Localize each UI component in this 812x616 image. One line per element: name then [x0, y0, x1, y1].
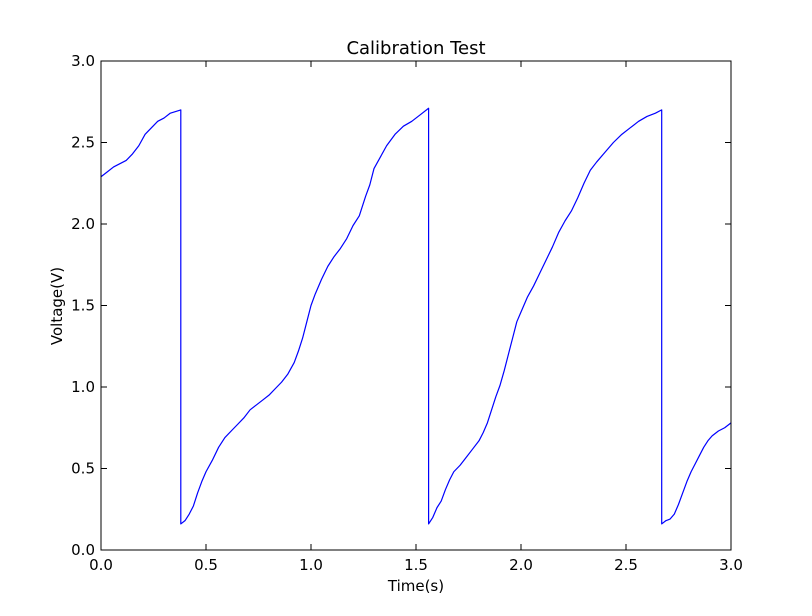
x-tick-label: 3.0	[719, 556, 743, 574]
plot-area-frame	[100, 60, 732, 551]
y-tick-label: 0.5	[71, 460, 95, 478]
series-line	[100, 107, 732, 525]
y-tick-label: 0.0	[71, 541, 95, 559]
x-tick-label: 0.0	[89, 556, 113, 574]
x-tick-label: 2.0	[509, 556, 533, 574]
x-tick-label: 1.5	[404, 556, 428, 574]
y-axis-label: Voltage(V)	[48, 267, 66, 345]
y-tick-label: 1.5	[71, 297, 95, 315]
axis-ticks: 0.0 0.5 1.0 1.5 2.0 2.5 3.0 0.0 0.5 1.0 1.5 2.0 2.5 3…	[71, 52, 743, 574]
y-tick-label: 2.5	[71, 134, 95, 152]
x-tick-label: 2.5	[614, 556, 638, 574]
x-tick-label: 0.5	[194, 556, 218, 574]
chart-title: Calibration Test	[346, 38, 485, 59]
y-tick-label: 1.0	[71, 378, 95, 396]
x-axis-label: Time(s)	[387, 577, 444, 595]
y-tick-label: 2.0	[71, 215, 95, 233]
y-tick-label: 3.0	[71, 52, 95, 70]
x-tick-label: 1.0	[299, 556, 323, 574]
series-group	[100, 107, 732, 525]
